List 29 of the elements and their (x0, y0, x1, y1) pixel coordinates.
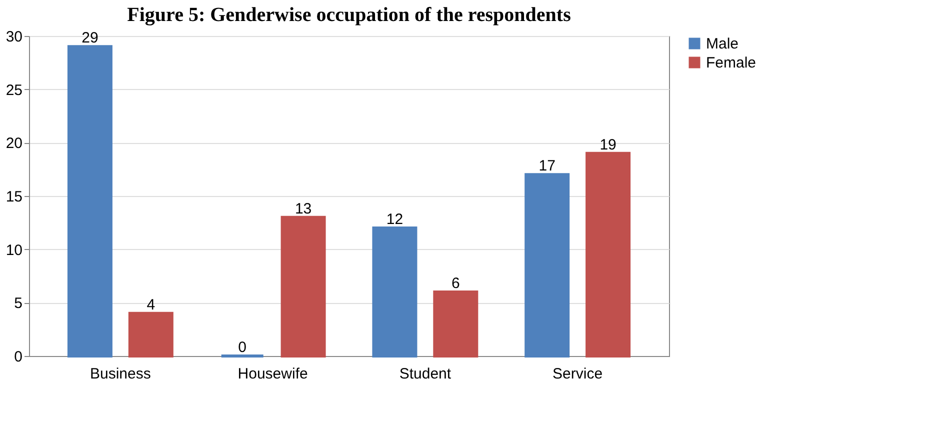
data-label: 4 (146, 296, 156, 314)
data-label: 12 (386, 211, 404, 228)
chart-title: Figure 5: Genderwise occupation of the respondents (127, 4, 572, 26)
bar (372, 226, 418, 358)
bar (433, 290, 478, 358)
data-label: 19 (600, 136, 616, 154)
y-tick-label: 15 (6, 188, 22, 206)
y-tick-label: 10 (6, 242, 22, 259)
y-tick-label: 5 (14, 295, 22, 312)
bar (67, 45, 112, 358)
data-label: 6 (451, 275, 460, 292)
x-tick-label: Business (90, 366, 151, 382)
data-label: 0 (238, 339, 247, 356)
y-tick-label: 30 (6, 28, 22, 46)
data-label: 29 (82, 30, 98, 47)
data-label: 13 (294, 200, 312, 218)
data-label: 17 (538, 158, 556, 175)
bar (524, 173, 570, 358)
x-tick-label: Student (399, 366, 452, 382)
bar (280, 216, 326, 358)
x-tick-label: Service (552, 366, 603, 382)
y-tick-label: 0 (14, 348, 22, 366)
x-tick-label: Housewife (238, 366, 308, 382)
y-tick-label: 20 (6, 135, 22, 152)
y-tick-label: 25 (6, 82, 22, 99)
bar (586, 152, 631, 358)
legend-label: Male (706, 36, 739, 52)
legend-label: Female (706, 54, 756, 72)
bar (128, 312, 174, 358)
